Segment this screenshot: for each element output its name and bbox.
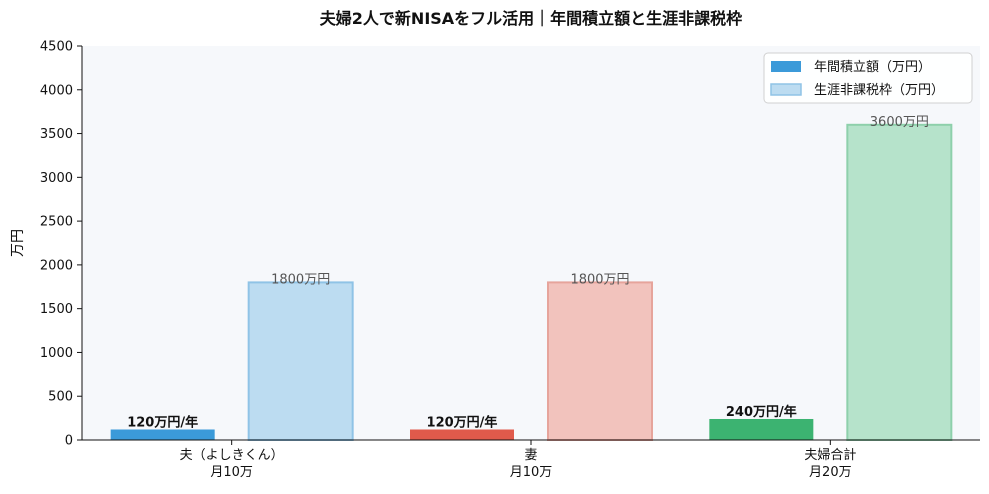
legend-label-lifetime: 生涯非課税枠（万円）	[814, 82, 944, 98]
bar-annual	[709, 418, 814, 440]
legend: 年間積立額（万円） 生涯非課税枠（万円）	[763, 52, 973, 104]
legend-swatch-annual	[771, 61, 801, 72]
y-tick-label: 1000	[40, 346, 73, 361]
data-label-annual: 120万円/年	[427, 414, 498, 430]
chart-title: 夫婦2人で新NISAをフル活用｜年間積立額と生涯非課税枠	[320, 9, 742, 28]
legend-box	[763, 52, 973, 104]
bar-lifetime	[547, 281, 653, 441]
y-tick-label: 1500	[40, 302, 73, 317]
bar-lifetime	[846, 123, 953, 442]
y-tick-label: 3000	[40, 171, 73, 186]
legend-label-annual: 年間積立額（万円）	[814, 60, 931, 75]
data-label-annual: 240万円/年	[726, 404, 797, 420]
data-label-lifetime: 1800万円	[271, 272, 330, 287]
x-tick-label: 夫（よしきくん）	[180, 448, 284, 463]
legend-swatch-lifetime	[770, 83, 802, 96]
x-tick-label-sub: 月20万	[809, 465, 852, 480]
y-tick-label: 0	[65, 434, 73, 449]
x-tick-label-sub: 月10万	[510, 465, 553, 480]
y-tick-label: 2000	[40, 258, 73, 273]
y-tick-label: 500	[48, 390, 73, 405]
x-tick-label: 妻	[524, 448, 537, 463]
plot-background	[82, 46, 980, 440]
bar-annual	[410, 429, 514, 440]
y-tick-label: 3500	[40, 127, 73, 142]
x-tick-label-sub: 月10万	[210, 465, 253, 480]
y-tick-label: 2500	[40, 215, 73, 230]
data-label-lifetime: 1800万円	[570, 272, 629, 287]
data-label-annual: 120万円/年	[127, 414, 198, 430]
y-tick-label: 4000	[40, 83, 73, 98]
bar-annual	[110, 429, 215, 440]
bar-lifetime	[247, 281, 354, 441]
y-axis-label: 万円	[10, 229, 26, 257]
y-tick-label: 4500	[40, 40, 73, 55]
x-tick-label: 夫婦合計	[804, 447, 856, 463]
data-label-lifetime: 3600万円	[870, 115, 929, 130]
